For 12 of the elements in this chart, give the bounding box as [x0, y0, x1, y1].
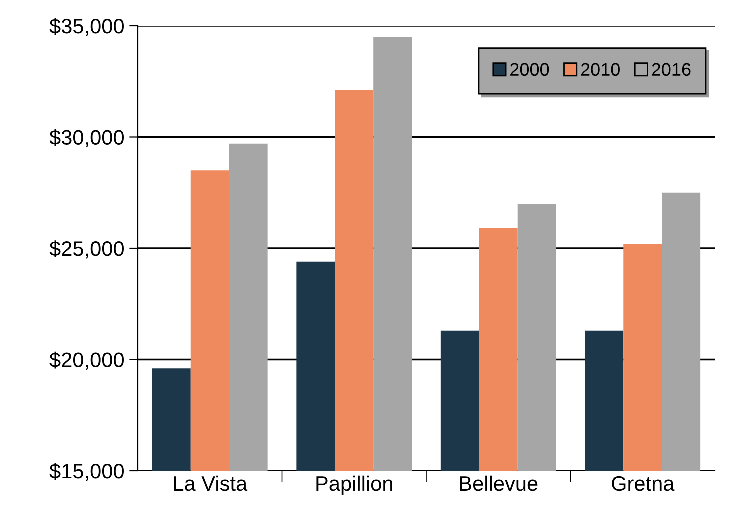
x-tick-label: Bellevue: [460, 476, 538, 492]
y-tick-label: $20,000: [50, 352, 124, 370]
y-tick-label: $30,000: [50, 129, 124, 148]
legend-label: 2010: [581, 63, 620, 76]
y-tick-label: $15,000: [50, 463, 124, 482]
x-tick-label: Gretna: [612, 476, 675, 492]
legend-label: 2000: [510, 63, 550, 76]
y-tick-label: $25,000: [50, 240, 124, 259]
x-tick-label: La Vista: [174, 476, 248, 492]
x-tick-label: Papillion: [316, 476, 392, 496]
legend-label: 2016: [652, 63, 691, 76]
y-tick-label: $35,000: [50, 18, 124, 36]
